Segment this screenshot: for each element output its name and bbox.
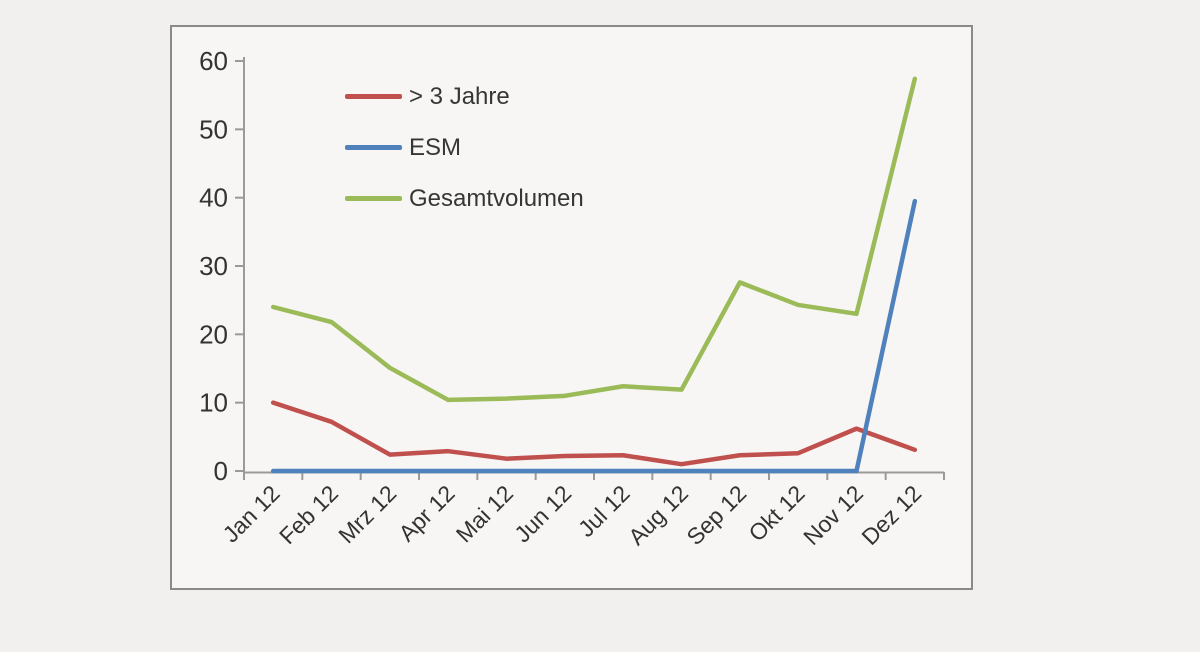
svg-text:Nov 12: Nov 12 (798, 480, 868, 550)
svg-text:60: 60 (199, 46, 228, 76)
svg-text:30: 30 (199, 251, 228, 281)
svg-text:Jun 12: Jun 12 (509, 480, 576, 547)
svg-text:0: 0 (214, 456, 228, 486)
svg-text:50: 50 (199, 114, 228, 144)
svg-text:Aug 12: Aug 12 (623, 480, 693, 550)
svg-text:20: 20 (199, 319, 228, 349)
legend-swatch-3-jahre (345, 94, 402, 99)
svg-text:Sep 12: Sep 12 (681, 480, 751, 550)
series-line-esm (270, 198, 918, 474)
legend-swatch-gesamtvolumen (345, 196, 402, 201)
chart-container: 0 10 20 30 40 50 60 Jan 12 Feb 12 Mrz 12 Apr 12 Mai… (170, 25, 973, 590)
svg-text:Dez 12: Dez 12 (856, 480, 926, 550)
series-line-gesamtvolumen (270, 76, 918, 403)
svg-text:Mrz 12: Mrz 12 (333, 480, 401, 548)
svg-text:40: 40 (199, 183, 228, 213)
legend-label: Gesamtvolumen (409, 185, 584, 212)
legend-item: > 3 Jahre (345, 84, 584, 109)
svg-text:Jan 12: Jan 12 (217, 480, 284, 547)
legend-label: > 3 Jahre (409, 83, 510, 110)
legend-item: ESM (345, 135, 584, 160)
svg-text:Mai 12: Mai 12 (451, 480, 518, 547)
legend-item: Gesamtvolumen (345, 186, 584, 211)
chart-legend: > 3 Jahre ESM Gesamtvolumen (345, 84, 584, 237)
svg-text:10: 10 (199, 388, 228, 418)
svg-text:Apr 12: Apr 12 (393, 480, 459, 546)
series-line-3-jahre (270, 400, 918, 467)
svg-text:Okt 12: Okt 12 (743, 480, 809, 546)
legend-swatch-esm (345, 145, 402, 150)
legend-label: ESM (409, 134, 462, 161)
svg-text:Feb 12: Feb 12 (274, 480, 343, 549)
